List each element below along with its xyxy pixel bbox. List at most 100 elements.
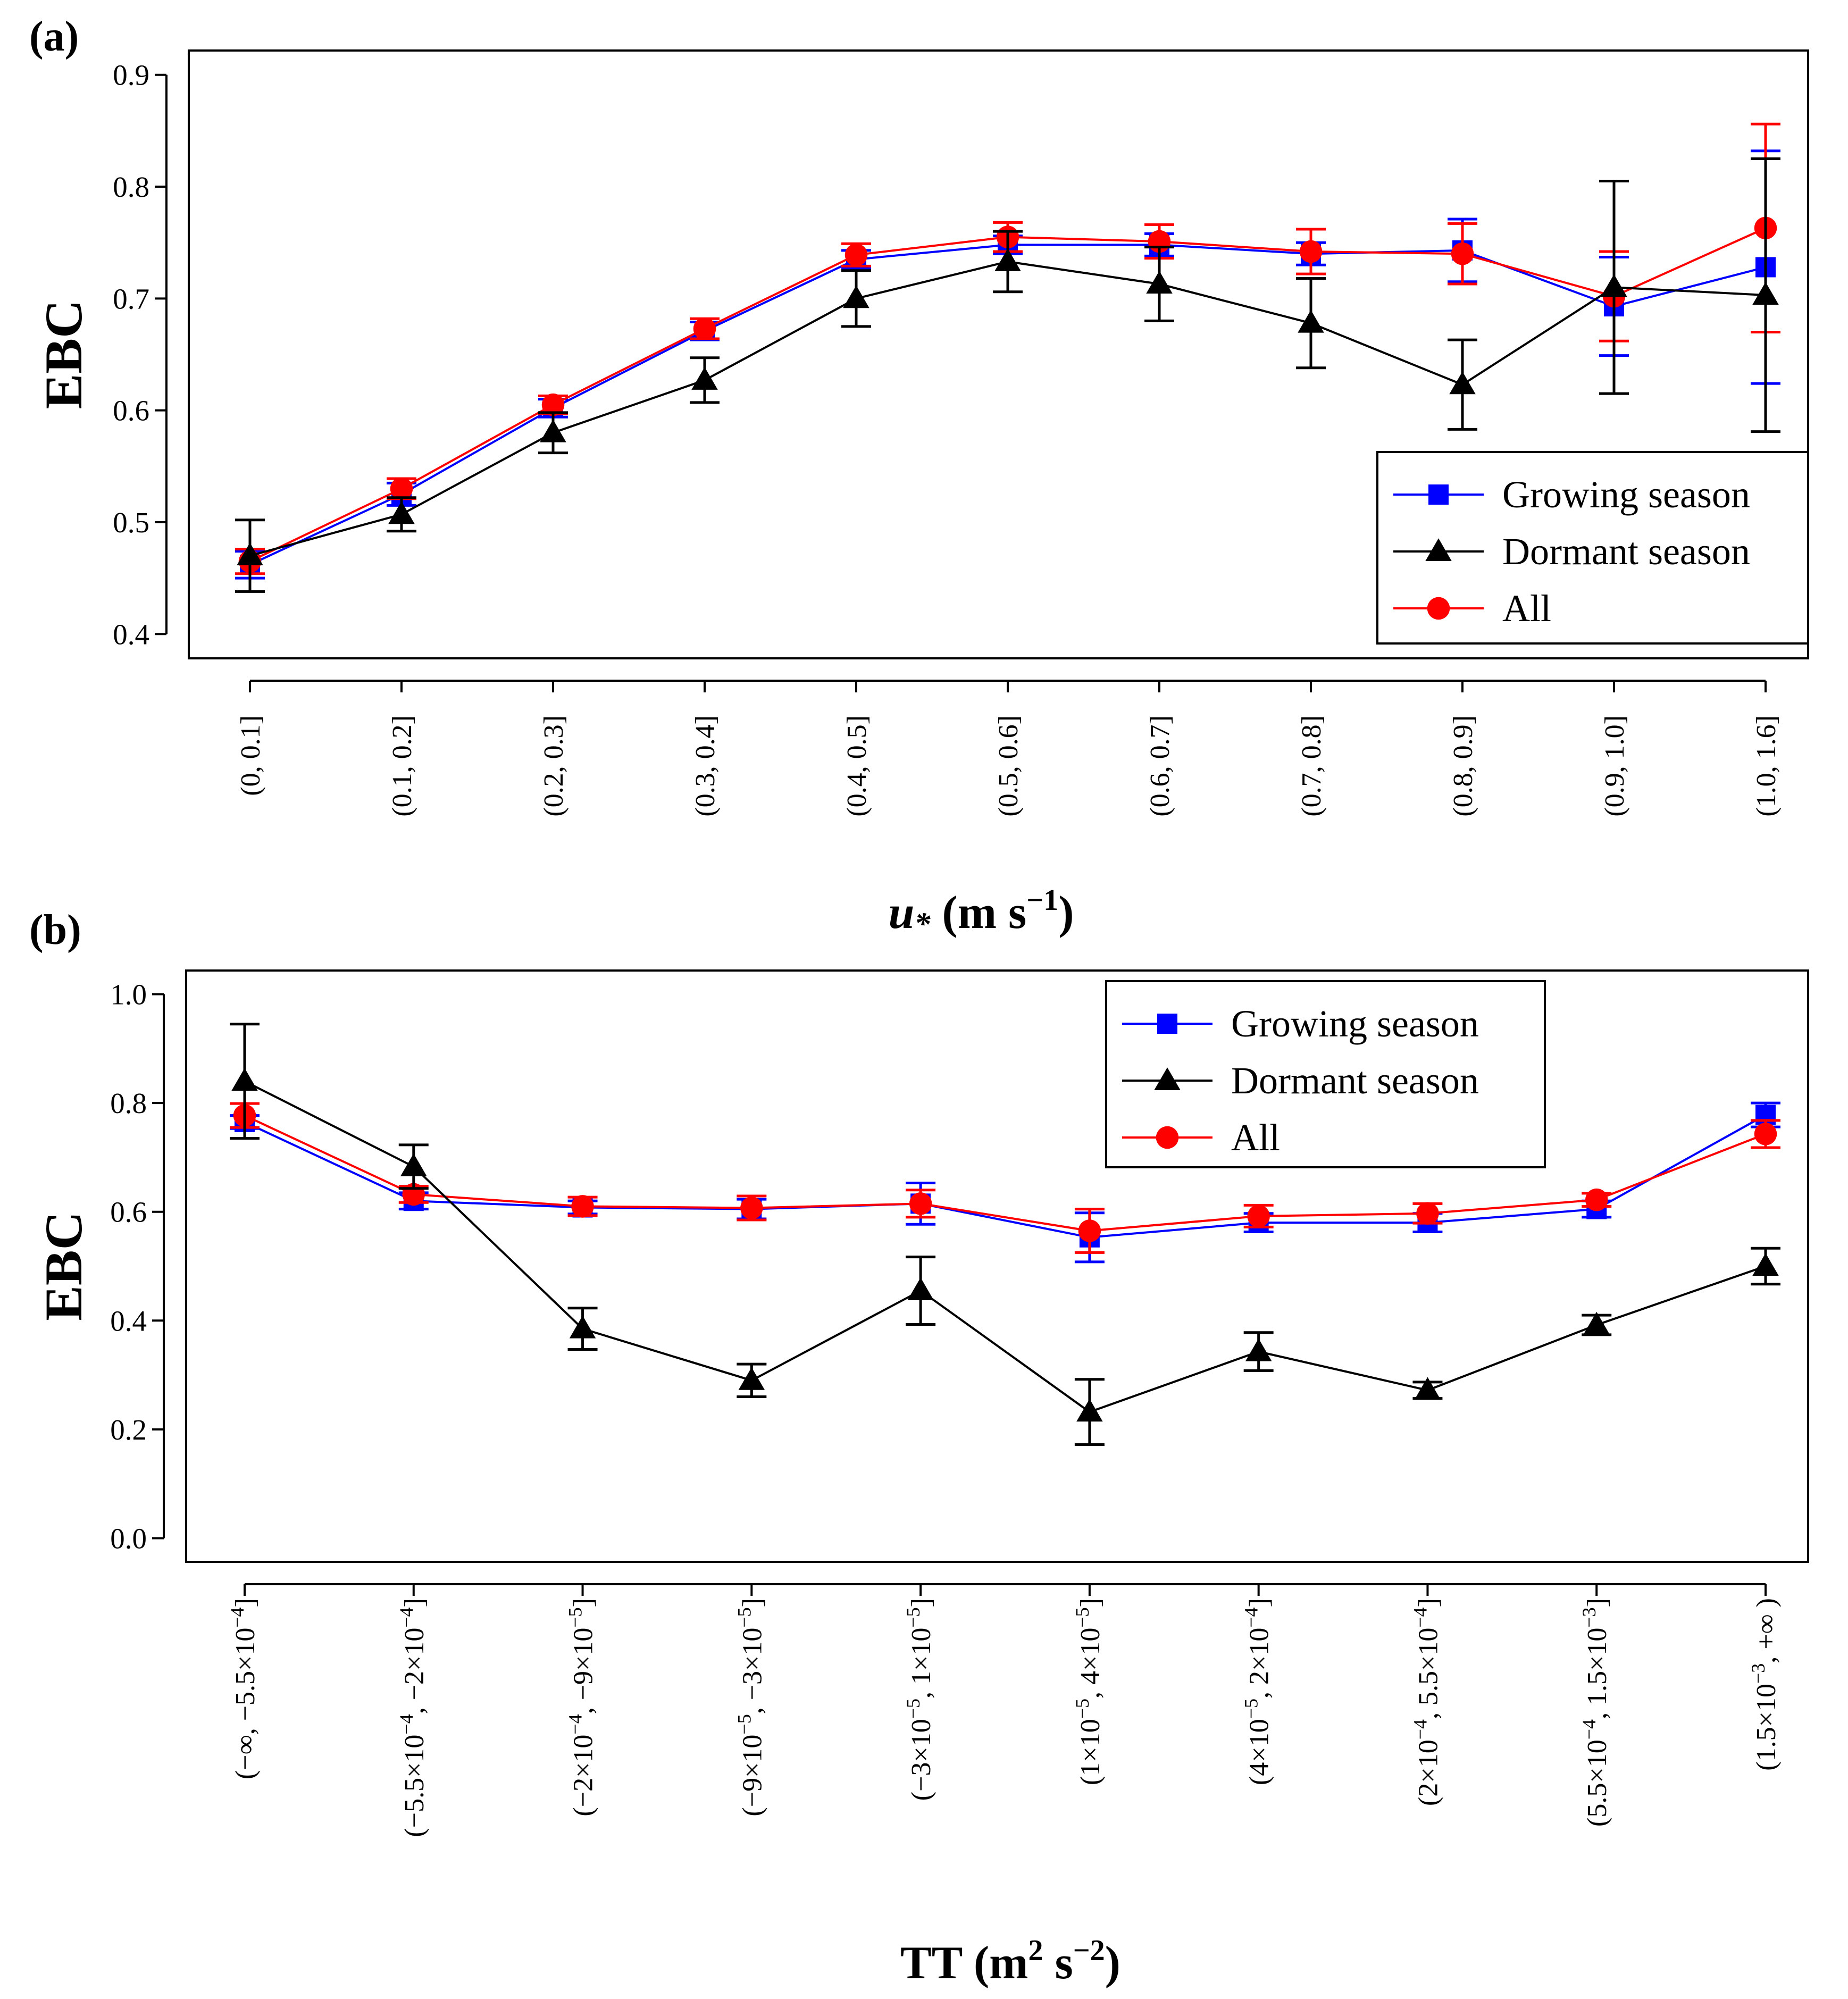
marker-triangle: [907, 1277, 934, 1300]
x-tick-text: (4×10: [1244, 1719, 1275, 1785]
x-tick-label: (−9×10−5, −3×10−5]: [733, 1598, 767, 1817]
marker-triangle: [843, 285, 869, 308]
marker-triangle: [1298, 310, 1324, 333]
x-tick-text: , 2×10: [1244, 1628, 1275, 1699]
x-tick-text: , 1×10: [906, 1628, 936, 1699]
marker-triangle: [1601, 274, 1627, 297]
x-tick-text: (0, 0.1]: [236, 715, 266, 796]
marker-square: [1428, 484, 1449, 505]
x-tick-exponent: −3: [1747, 1663, 1769, 1684]
x-tick-text: ]: [906, 1598, 936, 1607]
marker-circle: [1427, 597, 1450, 620]
marker-triangle: [400, 1153, 427, 1176]
x-tick-text: ]: [1244, 1598, 1275, 1607]
x-tick-text: , −3×10: [737, 1628, 767, 1714]
x-tick-text: , +∞ ): [1751, 1598, 1782, 1663]
x-tick-exponent: −5: [733, 1607, 755, 1627]
y-tick-label: 0.9: [113, 59, 149, 91]
marker-circle: [1299, 240, 1323, 263]
x-tick-label: (−3×10−5, 1×10−5]: [902, 1598, 936, 1801]
x-tick-text: (1.5×10: [1751, 1684, 1782, 1771]
x-tick-text: ]: [1582, 1598, 1612, 1607]
x-tick-text: (1×10: [1075, 1719, 1106, 1785]
y-axis-label: EBC: [34, 300, 93, 409]
x-tick-text: , 5.5×10: [1413, 1628, 1443, 1719]
x-tick-text: (0.5, 0.6]: [993, 715, 1024, 817]
x-tick-text: (0.9, 1.0]: [1600, 715, 1630, 817]
series-line: [244, 1114, 1766, 1232]
marker-circle: [740, 1197, 763, 1219]
x-tick-label: (4×10−5, 2×10−4]: [1241, 1598, 1275, 1785]
marker-circle: [541, 393, 565, 416]
x-tick-label: (−∞, −5.5×10−4]: [227, 1598, 261, 1779]
x-tick-exponent: −5: [1072, 1607, 1093, 1627]
x-label-unit: s: [1043, 1937, 1073, 1989]
series-line: [244, 1114, 1766, 1239]
marker-square: [1157, 1014, 1177, 1034]
y-tick-label: 0.5: [113, 506, 149, 539]
marker-circle: [571, 1195, 594, 1218]
legend-box: [1105, 980, 1546, 1168]
marker-triangle: [1245, 1338, 1272, 1361]
x-tick-text: , −9×10: [568, 1628, 599, 1714]
marker-circle: [1585, 1188, 1608, 1211]
x-tick-exponent: −4: [1578, 1719, 1600, 1739]
x-tick-label: (1.0, 1.6]: [1751, 715, 1782, 817]
x-tick-text: ]: [737, 1598, 767, 1607]
marker-triangle: [1583, 1311, 1610, 1335]
x-tick-exponent: −5: [902, 1699, 924, 1719]
x-tick-label: (0.2, 0.3]: [539, 715, 569, 817]
x-tick-text: (0.4, 0.5]: [842, 715, 872, 817]
marker-circle: [390, 477, 413, 500]
x-label-exponent: −2: [1073, 1934, 1105, 1967]
x-label-unit: (m s: [930, 887, 1026, 939]
x-tick-text: (−9×10: [737, 1735, 767, 1817]
marker-circle: [1247, 1205, 1270, 1228]
x-tick-exponent: −4: [1409, 1719, 1431, 1739]
x-tick-label: (1.5×10−3, +∞ ): [1747, 1598, 1782, 1771]
x-axis-label: TT (m2 s−2): [900, 1934, 1120, 1989]
marker-triangle: [1146, 271, 1173, 294]
marker-circle: [1451, 242, 1474, 265]
x-tick-exponent: −4: [565, 1714, 586, 1734]
x-label-exponent: 2: [1028, 1934, 1043, 1967]
marker-triangle: [1752, 1253, 1779, 1276]
marker-triangle: [231, 1068, 258, 1091]
legend-label: Dormant season: [1231, 1059, 1479, 1102]
y-tick-label: 1.0: [110, 978, 147, 1010]
panel-label: (b): [29, 907, 81, 954]
x-tick-label: (0.6, 0.7]: [1145, 715, 1175, 817]
series-line: [244, 1080, 1766, 1413]
x-label-subscript: *: [914, 906, 931, 941]
x-tick-exponent: −4: [1409, 1607, 1431, 1627]
chart-panel-a: (a) 0.4 0.5 0.6 0.7 0.8 0.9 EBC (0, 0.1] (0.1, 0.…: [29, 13, 1809, 941]
x-tick-label: (0.9, 1.0]: [1600, 715, 1630, 817]
x-tick-label: (1×10−5, 4×10−5]: [1072, 1598, 1106, 1785]
x-tick-text: (−2×10: [568, 1735, 599, 1817]
x-tick-text: , 1.5×10: [1582, 1628, 1612, 1719]
x-tick-text: (0.6, 0.7]: [1145, 715, 1175, 817]
y-tick-label: 0.7: [113, 282, 149, 315]
marker-triangle: [1076, 1399, 1103, 1422]
x-tick-exponent: −4: [396, 1607, 417, 1627]
legend-label: Dormant season: [1502, 530, 1750, 573]
y-tick-label: 0.0: [110, 1523, 147, 1555]
x-tick-text: ]: [399, 1598, 430, 1607]
legend: Growing season Dormant season All: [1105, 980, 1546, 1168]
series-all: [230, 1102, 1780, 1254]
legend-label: Growing season: [1502, 473, 1750, 516]
marker-triangle: [1154, 1067, 1181, 1090]
plot-frame: [185, 969, 1809, 1563]
marker-circle: [1754, 1123, 1777, 1145]
x-tick-exponent: −5: [733, 1714, 755, 1734]
x-tick-text: , 4×10: [1075, 1628, 1106, 1699]
x-tick-label: (−5.5×10−4, −2×10−4]: [396, 1598, 430, 1837]
marker-triangle: [569, 1315, 596, 1339]
x-tick-text: (2×10: [1413, 1739, 1443, 1806]
x-tick-exponent: −4: [1241, 1607, 1262, 1627]
series-growing-season: [230, 1101, 1780, 1264]
x-tick-text: ]: [1075, 1598, 1106, 1607]
x-tick-text: (0.2, 0.3]: [539, 715, 569, 817]
x-tick-text: ]: [568, 1598, 599, 1607]
x-tick-exponent: −5: [565, 1607, 586, 1627]
